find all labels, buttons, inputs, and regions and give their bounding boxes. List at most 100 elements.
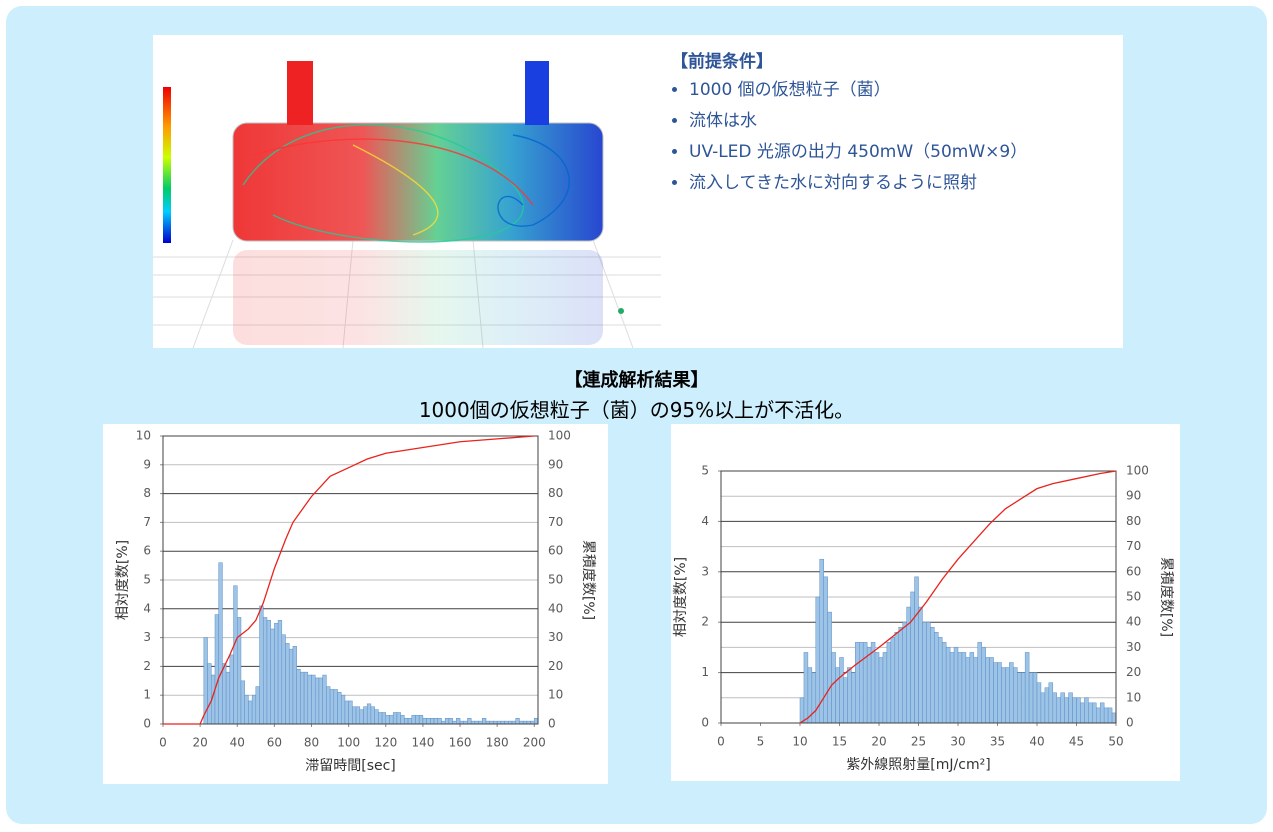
bar xyxy=(870,642,876,724)
y-tick-label: 4 xyxy=(701,514,709,528)
bar xyxy=(418,715,424,725)
bar xyxy=(363,706,368,725)
bar xyxy=(874,652,880,724)
y2-tick-label: 30 xyxy=(1126,640,1141,654)
bar xyxy=(886,642,892,724)
bar xyxy=(1072,697,1077,724)
bar xyxy=(534,717,539,725)
bar xyxy=(229,654,234,725)
bar xyxy=(973,657,978,724)
bar xyxy=(433,717,439,725)
bar xyxy=(240,680,245,725)
x-tick-label: 35 xyxy=(990,735,1005,749)
x-tick-label: 40 xyxy=(1029,735,1044,749)
bar xyxy=(938,637,943,724)
y-axis-label: 相対度数[%] xyxy=(115,540,131,620)
bar xyxy=(415,715,420,725)
y2-tick-label: 90 xyxy=(1126,489,1141,503)
y2-tick-label: 40 xyxy=(1126,615,1141,629)
bar xyxy=(277,620,283,725)
bar xyxy=(965,657,971,724)
y2-tick-label: 100 xyxy=(1126,464,1149,478)
bar xyxy=(482,717,487,725)
bar xyxy=(1064,697,1069,724)
bar xyxy=(303,671,309,725)
bar xyxy=(218,562,223,725)
bar xyxy=(981,647,986,724)
result-heading: 【連成解析結果】 xyxy=(564,370,709,391)
bar xyxy=(1001,667,1006,724)
x-tick-label: 0 xyxy=(159,736,167,750)
y-tick-label: 5 xyxy=(701,464,709,478)
x-axis-label: 滞留時間[sec] xyxy=(305,758,396,774)
bar xyxy=(1056,697,1061,724)
bar xyxy=(262,617,268,725)
bar xyxy=(1009,662,1014,724)
bar xyxy=(882,652,888,724)
bar xyxy=(515,717,520,725)
bar xyxy=(799,697,805,724)
x-tick-label: 180 xyxy=(486,736,509,750)
y2-tick-label: 30 xyxy=(548,630,563,644)
bar xyxy=(318,677,323,725)
bar xyxy=(989,657,994,724)
y2-tick-label: 40 xyxy=(548,601,563,615)
bar xyxy=(1103,707,1109,724)
bar xyxy=(259,605,264,725)
bar xyxy=(949,652,955,724)
bar xyxy=(448,717,453,725)
bar xyxy=(941,642,947,724)
bar xyxy=(1032,672,1038,724)
bar xyxy=(1020,672,1026,724)
bar xyxy=(847,667,852,724)
y2-tick-label: 50 xyxy=(1126,590,1141,604)
y-axis-label: 相対度数[%] xyxy=(673,557,689,637)
conditions-heading: 【前提条件】 xyxy=(671,52,773,72)
bar xyxy=(839,657,844,724)
bar xyxy=(878,657,884,724)
bar xyxy=(898,626,903,724)
bar xyxy=(251,694,257,725)
bar xyxy=(1017,672,1022,724)
x-tick-label: 160 xyxy=(449,736,472,750)
bar xyxy=(314,677,320,725)
bar xyxy=(985,657,990,724)
y2-tick-label: 20 xyxy=(1126,665,1141,679)
bar xyxy=(1088,702,1093,724)
condition-item: 流入してきた水に対向するように照射 xyxy=(689,171,1027,195)
bar xyxy=(307,674,312,725)
y2-tick-label: 70 xyxy=(1126,539,1141,553)
bar xyxy=(225,671,231,725)
bar xyxy=(207,663,212,725)
y2-tick-label: 60 xyxy=(1126,564,1141,578)
bar xyxy=(831,652,836,724)
plot-frame xyxy=(162,435,539,725)
bar xyxy=(1084,697,1089,724)
y2-tick-label: 10 xyxy=(548,688,563,702)
bar xyxy=(374,709,379,725)
bar xyxy=(1036,682,1042,724)
y2-axis-label: 累積度数[%] xyxy=(1158,557,1174,637)
y-tick-label: 1 xyxy=(701,665,709,679)
bar xyxy=(430,717,435,725)
conditions-list: 1000 個の仮想粒子（菌） 流体は水 UV-LED 光源の出力 450mW（5… xyxy=(671,78,1027,195)
simulation-image xyxy=(153,61,661,348)
bar xyxy=(1068,692,1073,724)
x-tick-label: 50 xyxy=(1108,735,1123,749)
bar xyxy=(1080,702,1085,724)
conditions-panel: 【前提条件】 1000 個の仮想粒子（菌） 流体は水 UV-LED 光源の出力 … xyxy=(153,35,1123,348)
bar xyxy=(366,703,372,725)
bar xyxy=(1013,667,1018,724)
bar xyxy=(248,700,253,725)
bar xyxy=(222,663,227,725)
bar xyxy=(918,606,923,724)
cumulative-line xyxy=(163,435,535,725)
bar xyxy=(378,712,383,725)
bar xyxy=(803,652,809,724)
x-tick-label: 80 xyxy=(304,736,319,750)
y2-tick-label: 90 xyxy=(548,457,563,471)
y-tick-label: 3 xyxy=(143,630,151,644)
y-tick-label: 6 xyxy=(143,544,151,558)
bar xyxy=(281,634,286,725)
